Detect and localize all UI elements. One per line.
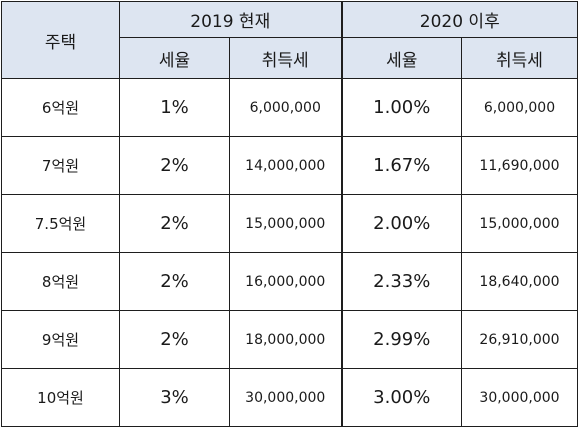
header-row-groups: 주택 2019 현재 2020 이후 <box>1 1 578 79</box>
tax-2019-cell: 15,000,000 <box>229 194 342 253</box>
house-price-cell: 7억원 <box>1 136 120 195</box>
header-group-2019: 2019 현재 <box>119 1 342 38</box>
tax-2020-cell: 30,000,000 <box>461 368 578 427</box>
house-price-cell: 10억원 <box>1 368 120 427</box>
house-price-cell: 9억원 <box>1 310 120 369</box>
header-row-columns: 세율 취득세 세율 취득세 <box>2 37 578 79</box>
tax-2019-cell: 14,000,000 <box>229 136 342 195</box>
table-row: 7억원 2% 14,000,000 1.67% 11,690,000 <box>1 136 578 195</box>
rate-2019-cell: 3% <box>119 368 230 427</box>
rate-2020-cell: 2.00% <box>340 194 462 253</box>
tax-2019-cell: 18,000,000 <box>229 310 342 369</box>
tax-2020-cell: 15,000,000 <box>461 194 578 253</box>
tax-2019-cell: 16,000,000 <box>229 252 342 311</box>
header-tax-2020: 취득세 <box>461 37 578 79</box>
tax-2019-cell: 30,000,000 <box>229 368 342 427</box>
rate-2019-cell: 1% <box>119 78 230 137</box>
rate-2020-cell: 2.33% <box>340 252 462 311</box>
rate-2019-cell: 2% <box>119 252 230 311</box>
house-price-cell: 7.5억원 <box>1 194 120 253</box>
tax-2020-cell: 18,640,000 <box>461 252 578 311</box>
table-row: 7.5억원 2% 15,000,000 2.00% 15,000,000 <box>1 194 578 253</box>
header-rate-2019: 세율 <box>119 37 230 79</box>
header-rate-2020: 세율 <box>340 37 462 79</box>
table-row: 10억원 3% 30,000,000 3.00% 30,000,000 <box>1 368 578 427</box>
header-group-2020: 2020 이후 <box>340 1 578 38</box>
table-row: 9억원 2% 18,000,000 2.99% 26,910,000 <box>1 310 578 369</box>
tax-2019-cell: 6,000,000 <box>229 78 342 137</box>
tax-2020-cell: 6,000,000 <box>461 78 578 137</box>
rate-2020-cell: 1.00% <box>340 78 462 137</box>
header-tax-2019: 취득세 <box>229 37 342 79</box>
tax-2020-cell: 11,690,000 <box>461 136 578 195</box>
table-row: 6억원 1% 6,000,000 1.00% 6,000,000 <box>1 78 578 137</box>
rate-2020-cell: 3.00% <box>340 368 462 427</box>
rate-2020-cell: 1.67% <box>340 136 462 195</box>
header-house: 주택 <box>1 1 120 79</box>
house-price-cell: 6억원 <box>1 78 120 137</box>
house-price-cell: 8억원 <box>1 252 120 311</box>
rate-2019-cell: 2% <box>119 136 230 195</box>
rate-2019-cell: 2% <box>119 194 230 253</box>
rate-2019-cell: 2% <box>119 310 230 369</box>
table-row: 8억원 2% 16,000,000 2.33% 18,640,000 <box>1 252 578 311</box>
tax-2020-cell: 26,910,000 <box>461 310 578 369</box>
rate-2020-cell: 2.99% <box>340 310 462 369</box>
